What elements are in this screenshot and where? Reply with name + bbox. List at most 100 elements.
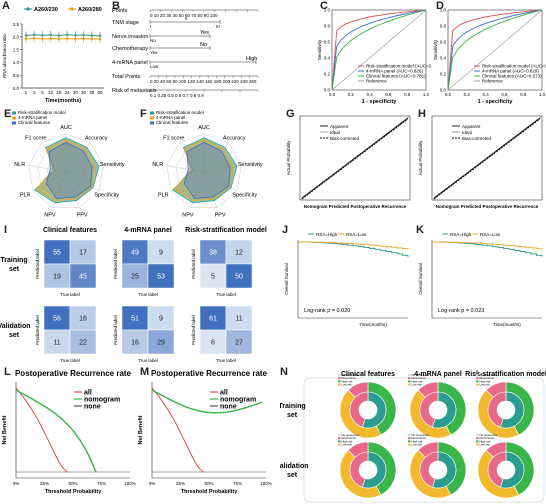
plot-frame [331,9,427,91]
y-tick-label: 0.6 [440,40,447,45]
x-tick-label: 1 [25,90,28,95]
survival-curve-low [432,241,543,250]
legend-label: A260/280 [78,7,102,13]
cell-value: 56 [53,316,61,323]
y-axis-label: Predicted label [35,315,40,345]
all-curve [15,387,69,473]
series-line-1 [25,34,101,37]
cell-value: 27 [235,340,243,347]
matrix-cell [199,239,227,265]
x-axis-label: True label [216,292,236,297]
x-axis-label: True label [216,358,236,363]
cell-value: 22 [79,340,87,347]
apparent-line [301,117,409,199]
x-tick-label: 75% [233,481,242,486]
roc-curve-1 [331,9,427,91]
y-tick-label: 0.4 [324,56,331,61]
legend-label: Recurrence [412,436,427,440]
roc-curve-2 [447,9,543,91]
panel-label-k: K [416,224,424,236]
legend-label: Reference [366,79,387,84]
matrix-cell [69,329,97,355]
legend-label: No recurrence [480,433,498,437]
y-tick-label: 0.0 [440,88,447,93]
x-axis-label: 1 - specificity [362,99,398,105]
legend-swatch [150,116,154,120]
reference-line [331,9,427,91]
radar-axis-label: F1 score [163,136,184,142]
legend-marker [26,7,30,11]
y-axis-label: Net Benefit [2,415,8,444]
y-tick-label: 0.4 [440,56,447,61]
cell-value: 12 [235,250,243,257]
cell-value: 29 [157,340,165,347]
scale-values: 0 20 40 60 80 100 120 140 160 180 200 22… [150,79,257,84]
matrix-cell [225,239,253,265]
legend-label: all [84,390,92,397]
row-header: set [287,472,298,479]
radar-axis-label: PLR [158,193,169,199]
matrix-cell [199,263,227,289]
radar-axis-label: Specificity [232,193,257,199]
legend-swatch [476,383,479,386]
legend-swatch [12,116,16,120]
cell-value: 11 [235,316,242,323]
y-axis-label: Actual Probability [286,140,291,176]
y-tick-label: 1.0 [324,8,331,13]
radar-axis-label: PLR [20,193,31,199]
column-header: Risk-stratification model [185,227,267,234]
matrix-cell [199,329,227,355]
radar-grid [166,133,242,208]
legend-label: Low risk [412,443,423,447]
column-header: Risk-stratification model [465,371,546,378]
legend-label: Bias-corrected [462,136,492,141]
roc-curve-3 [447,9,543,91]
y-axis-label: Predicted label [191,315,196,345]
legend-label: Clinical features (AUC=0.781) [366,74,426,79]
x-tick-label: 0% [149,481,156,486]
legend-label: High risk [480,379,491,383]
y-tick-label: 0.8 [440,24,447,29]
bias-corrected-line [301,118,409,200]
panel-label-l: L [4,366,11,378]
matrix-cell [69,305,97,331]
reference-line [447,9,543,91]
legend-label: RSA=High [450,232,472,237]
legend-label: Reference [482,79,503,84]
x-tick-label: 12 [48,90,54,95]
confusion-matrices-i: Clinical features 4-mRNA panel Risk-strati… [0,227,267,363]
radar-axis-label: NPV [44,212,56,218]
legend-label: all [220,390,228,397]
radar-axis-label: Accuracy [223,136,246,142]
panel-label-n: N [280,366,288,378]
nomogram-row-label: Total Points [112,74,141,80]
legend-label: Recurrence [342,436,357,440]
legend-swatch [408,380,411,383]
row-header: Validation [280,463,309,470]
radar-axis-label: NLR [14,162,25,168]
matrix-cell [199,305,227,331]
x-tick-label: 36 [81,90,87,95]
legend-label: Low risk [412,383,423,387]
legend-label: 4-mRNA panel (AUC=0.826) [366,69,423,74]
legend-label: Apparent [330,124,349,129]
cell-value: 51 [131,316,139,323]
legend-label: Clinical features [156,120,189,125]
cell-value: 50 [235,274,243,281]
data-point [57,37,61,41]
matrix-cell [43,239,71,265]
radar-chart-e: AUC Accuracy Sensitivity Specificity PPV NPV P… [12,110,125,218]
legend-label: Ideal [462,130,472,135]
cell-value: 19 [53,274,61,281]
bias-corrected-line [433,118,541,200]
panel-label-i: I [4,224,8,236]
donut-hole [429,461,447,479]
donut-hole [359,401,377,419]
apparent-line [433,117,541,199]
matrix-cell [43,305,71,331]
column-header: 4-mRNA panel [414,371,462,378]
x-tick-label: 0.6 [385,92,392,97]
legend-label: Recurrence [342,376,357,380]
